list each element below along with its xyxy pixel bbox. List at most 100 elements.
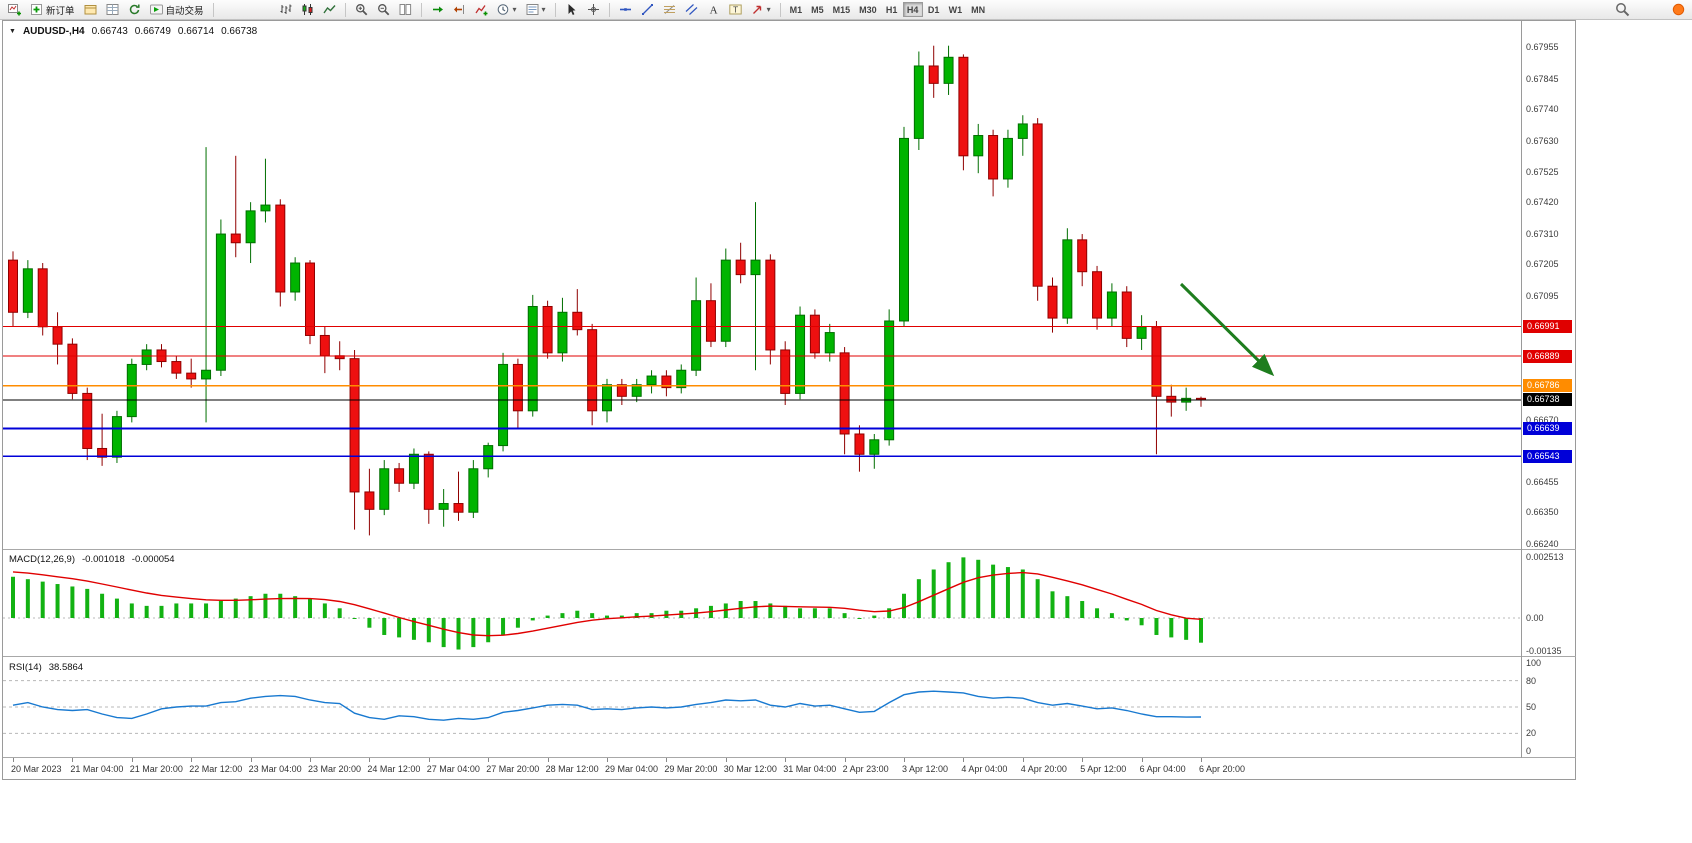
rsi-line (12, 690, 1202, 721)
candle (512, 358, 523, 429)
candle (319, 326, 330, 374)
time-axis[interactable]: 20 Mar 2023 21 Mar 04:00 21 Mar 20:00 22 Ma… (3, 758, 1522, 780)
candle (735, 242, 746, 284)
arrows-tool-dropdown-icon[interactable]: ▾ (766, 4, 771, 14)
trendline-tool-button[interactable] (637, 1, 658, 18)
macd-histogram-bar (1020, 569, 1025, 618)
trend-arrow-annotation[interactable] (1179, 282, 1275, 377)
time-axis-label: 22 Mar 12:00 (189, 764, 243, 774)
candle (260, 158, 271, 223)
timeframe-m30-button[interactable]: M30 (859, 5, 877, 15)
macd-histogram-bar (263, 593, 268, 618)
macd-histogram-bar (515, 618, 520, 628)
rsi-value: 38.5864 (48, 662, 84, 673)
search-icon[interactable] (1615, 2, 1630, 17)
price-tag: 0.66889 (1523, 349, 1572, 363)
bar-chart-mode-button[interactable] (275, 1, 296, 18)
timeframe-d1-button[interactable]: D1 (927, 5, 940, 15)
timeframe-m5-button[interactable]: M5 (811, 5, 824, 15)
timeframe-m15-button[interactable]: M15 (832, 5, 851, 15)
profiles-button[interactable] (80, 1, 101, 18)
rsi-panel[interactable] (3, 657, 1521, 757)
time-axis-tick (310, 758, 311, 762)
macd-histogram-bar (293, 596, 298, 618)
macd-signal-line (12, 571, 1202, 637)
macd-histogram-bar (768, 603, 773, 618)
zoom-in-button[interactable] (351, 1, 372, 18)
candle (1077, 234, 1088, 287)
time-axis-tick (131, 758, 133, 762)
autotrading-button[interactable]: 自动交易 (146, 1, 208, 18)
timeframe-w1-button[interactable]: W1 (948, 5, 963, 15)
crosshair-tool-icon (587, 3, 600, 16)
macd-axis-label: 0.00 (1526, 613, 1544, 623)
market-watch-icon (106, 3, 119, 16)
timeframe-m1-button[interactable]: M1 (789, 5, 803, 15)
timeframe-h1-button[interactable]: H1 (885, 5, 898, 15)
candlestick-mode-button[interactable] (297, 1, 318, 18)
timeframe-h4-button[interactable]: H4 (902, 2, 923, 17)
macd-histogram-bar (308, 598, 312, 618)
macd-histogram-bar (411, 618, 416, 640)
price-tag: 0.66639 (1523, 421, 1572, 435)
time-axis-tick (844, 758, 846, 762)
macd-histogram-bar (1095, 608, 1100, 618)
zoom-out-button[interactable] (373, 1, 394, 18)
chart-shift-button[interactable] (449, 1, 470, 18)
candle (854, 425, 865, 472)
macd-panel[interactable] (3, 550, 1521, 657)
price-axis[interactable]: 0.67955 0.67845 0.67740 0.67630 0.67525 0.674… (1522, 21, 1576, 758)
refresh-button[interactable] (124, 1, 145, 18)
toolbar-separator (779, 2, 781, 17)
macd-panel-separator[interactable] (3, 549, 1576, 550)
cursor-tool-button[interactable] (561, 1, 582, 18)
indicators-button[interactable] (471, 1, 492, 18)
line-chart-mode-button[interactable] (319, 1, 340, 18)
macd-histogram-bar (812, 608, 817, 618)
text-tool-button[interactable]: A (703, 1, 724, 18)
line-chart-mode-icon (322, 3, 336, 16)
macd-histogram-bar (1154, 618, 1159, 635)
time-axis-tick (488, 758, 490, 762)
one-click-trading-toggle-icon[interactable]: ▼ (9, 28, 16, 35)
market-watch-button[interactable] (102, 1, 123, 18)
crosshair-tool-button[interactable] (583, 1, 604, 18)
notification-icon[interactable] (1672, 3, 1685, 16)
macd-histogram-bar (233, 598, 238, 618)
arrows-tool-button[interactable]: ▾ (747, 1, 775, 18)
macd-histogram-bar (11, 576, 15, 618)
macd-histogram-bar (70, 586, 75, 618)
macd-histogram-bar (530, 618, 535, 621)
candle (438, 489, 449, 527)
candle (542, 300, 553, 359)
candle (423, 451, 434, 524)
auto-scroll-button[interactable] (427, 1, 448, 18)
templates-button[interactable]: ▾ (522, 1, 550, 18)
new-chart-button[interactable] (4, 1, 25, 18)
svg-text:T: T (733, 5, 738, 15)
rsi-panel-separator[interactable] (3, 656, 1576, 657)
horizontal-line-tool-button[interactable] (615, 1, 636, 18)
fibonacci-tool-button[interactable] (659, 1, 680, 18)
periods-dropdown-icon[interactable]: ▾ (512, 4, 517, 14)
time-axis-tick (13, 758, 14, 762)
macd-histogram-bar (174, 603, 179, 618)
macd-histogram-bar (159, 605, 164, 618)
candle (141, 344, 152, 371)
main-chart-panel[interactable] (3, 21, 1521, 549)
channel-tool-button[interactable] (681, 1, 702, 18)
toolbar-separator (420, 2, 422, 17)
templates-dropdown-icon[interactable]: ▾ (541, 4, 546, 14)
macd-histogram-bar (426, 618, 431, 643)
price-low: 0.66714 (177, 26, 215, 37)
periods-button[interactable]: ▾ (493, 1, 521, 18)
tile-windows-icon (399, 3, 412, 16)
macd-label: MACD(12,26,9) (9, 554, 75, 565)
new-order-button[interactable]: 新订单 (26, 1, 79, 18)
autotrading-label: 自动交易 (165, 5, 204, 17)
macd-histogram-bar (590, 613, 595, 618)
timeframe-mn-button[interactable]: MN (971, 5, 986, 15)
text-label-tool-button[interactable]: T (725, 1, 746, 18)
price-close: 0.66738 (221, 26, 258, 37)
tile-windows-button[interactable] (395, 1, 416, 18)
